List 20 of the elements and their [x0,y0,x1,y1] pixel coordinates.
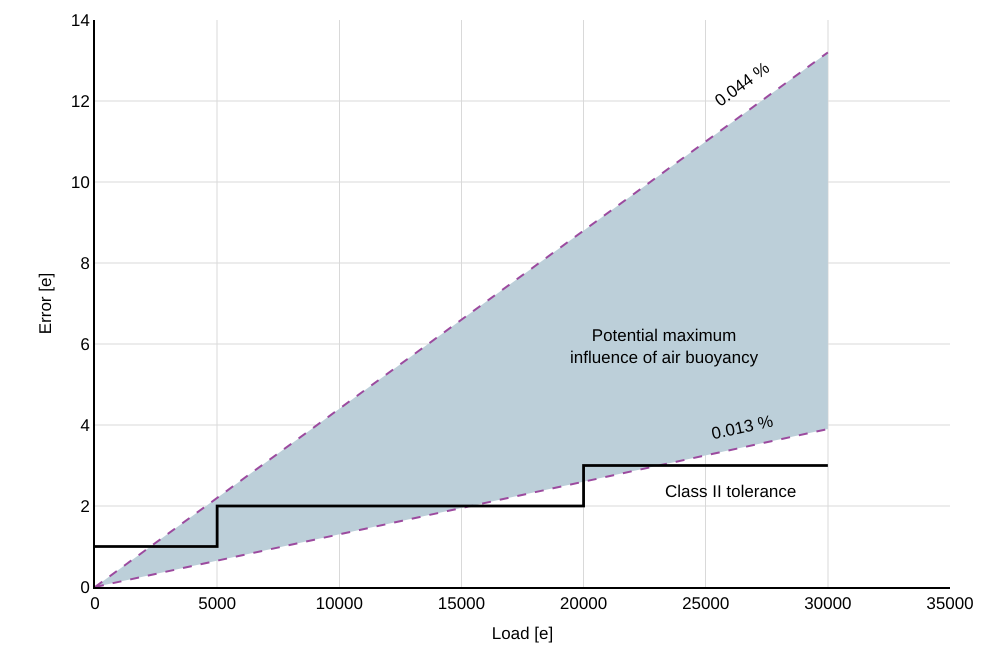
x-tick-label: 10000 [316,594,363,614]
y-tick-label: 12 [70,92,90,111]
text: 0.013 % [710,412,775,444]
x-tick-label: 30000 [804,594,852,614]
annotation: Class II tolerance [665,482,796,501]
y-axis-title: Error [e] [36,272,55,334]
y-tick-label: 4 [80,416,90,435]
y-tick-label: 6 [80,334,90,354]
x-axis-title: Load [e] [492,624,554,644]
y-tick-label: 10 [70,172,90,192]
x-tick-label: 5000 [198,594,236,614]
y-tick-label: 2 [80,496,90,516]
x-tick-label: 15000 [438,594,486,614]
annotation: Potential maximum influence of air buoyancy [570,326,759,368]
y-tick-label: 14 [70,10,90,30]
x-tick-label: 25000 [682,594,730,614]
y-tick-label: 8 [80,254,90,273]
x-tick-label: 20000 [560,594,608,614]
y-tick-label: 0 [80,578,90,597]
x-tick-label: 35000 [926,594,974,614]
